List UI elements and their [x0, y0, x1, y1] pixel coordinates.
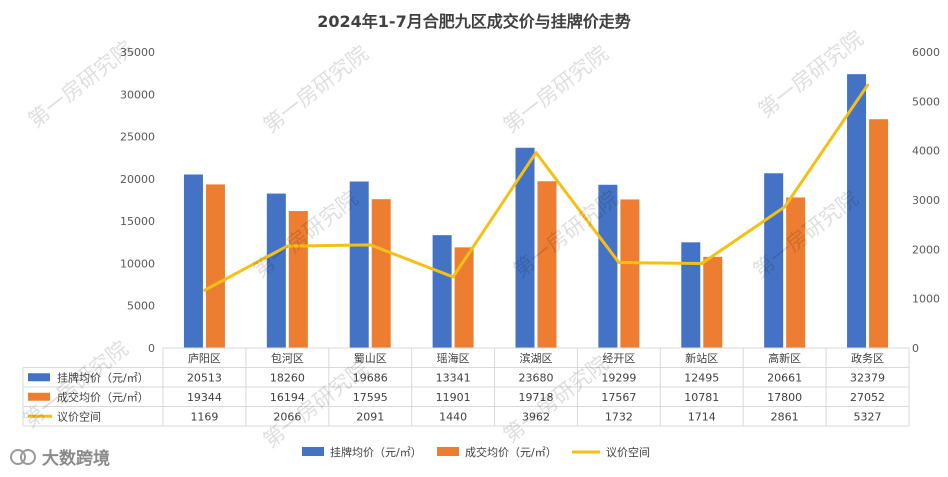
- y-right-tick-label: 3000: [912, 194, 940, 207]
- watermark-text: 第一房研究院: [499, 41, 613, 137]
- x-category-label: 瑶海区: [437, 351, 470, 365]
- bar-deal-2: [372, 199, 391, 348]
- table-cell: 20513: [187, 371, 222, 384]
- table-cell: 10781: [684, 391, 719, 404]
- table-cell: 1714: [688, 410, 716, 423]
- bar-deal-5: [620, 199, 639, 348]
- table-cell: 17595: [353, 391, 388, 404]
- legend-label: 成交均价（元/㎡）: [465, 445, 557, 459]
- table-cell: 19344: [187, 391, 222, 404]
- logo-text: 大数跨境: [42, 448, 110, 469]
- watermark: 第一房研究院: [24, 36, 138, 132]
- chart-title: 2024年1-7月合肥九区成交价与挂牌价走势: [317, 12, 630, 31]
- x-category-label: 经开区: [602, 352, 635, 365]
- legend-label: 议价空间: [606, 445, 650, 459]
- table-cell: 13341: [436, 371, 471, 384]
- table-cell: 1440: [439, 410, 467, 423]
- table-cell: 17800: [767, 391, 802, 404]
- y-right-tick-label: 5000: [912, 95, 940, 108]
- table-cell: 20661: [767, 371, 802, 384]
- bar-listing-3: [433, 235, 452, 348]
- logo-icon: [21, 450, 35, 464]
- table-cell: 23680: [519, 371, 554, 384]
- y-left-tick-label: 30000: [120, 88, 155, 101]
- logo: 大数跨境: [11, 448, 110, 469]
- table-cell: 2861: [771, 410, 799, 423]
- bar-deal-8: [869, 119, 888, 348]
- table-cell: 32379: [850, 371, 885, 384]
- table-cell: 2091: [356, 410, 384, 423]
- watermark: 第一房研究院: [499, 41, 613, 137]
- watermark: 第一房研究院: [499, 351, 613, 447]
- y-right-tick-label: 1000: [912, 293, 940, 306]
- y-right-tick-label: 0: [912, 342, 919, 355]
- x-category-label: 包河区: [271, 352, 304, 365]
- x-category-label: 滨湖区: [520, 351, 553, 365]
- x-category-label: 庐阳区: [188, 351, 221, 365]
- y-left-tick-label: 5000: [127, 300, 155, 313]
- x-category-label: 政务区: [851, 351, 884, 365]
- bar-deal-6: [703, 257, 722, 348]
- table-series-name: 议价空间: [57, 409, 101, 423]
- y-left-tick-label: 20000: [120, 173, 155, 186]
- table-cell: 5327: [854, 410, 882, 423]
- y-left-tick-label: 0: [148, 342, 155, 355]
- table-cell: 27052: [850, 391, 885, 404]
- y-right-tick-label: 6000: [912, 46, 940, 59]
- table-legend-key: [28, 373, 50, 381]
- table-cell: 12495: [684, 371, 719, 384]
- y-left-tick-label: 25000: [120, 131, 155, 144]
- table-cell: 1732: [605, 410, 633, 423]
- watermark-text: 第一房研究院: [24, 36, 138, 132]
- watermark-text: 第一房研究院: [499, 351, 613, 447]
- bar-deal-7: [786, 197, 805, 348]
- x-category-label: 新站区: [685, 351, 718, 365]
- legend-key: [437, 447, 459, 456]
- watermark-text: 第一房研究院: [259, 41, 373, 137]
- table-cell: 18260: [270, 371, 305, 384]
- bar-listing-0: [184, 175, 203, 348]
- table-cell: 17567: [601, 391, 636, 404]
- bar-listing-6: [681, 242, 700, 348]
- x-category-label: 高新区: [768, 351, 801, 365]
- bar-deal-0: [206, 184, 225, 348]
- y-right-tick-label: 4000: [912, 145, 940, 158]
- legend-label: 挂牌均价（元/㎡）: [330, 445, 422, 459]
- table-cell: 1169: [190, 410, 218, 423]
- y-left-tick-label: 15000: [120, 215, 155, 228]
- y-left-tick-label: 10000: [120, 257, 155, 270]
- y-right-tick-label: 2000: [912, 243, 940, 256]
- legend-key: [302, 447, 324, 456]
- table-cell: 11901: [436, 391, 471, 404]
- watermark: 第一房研究院: [259, 41, 373, 137]
